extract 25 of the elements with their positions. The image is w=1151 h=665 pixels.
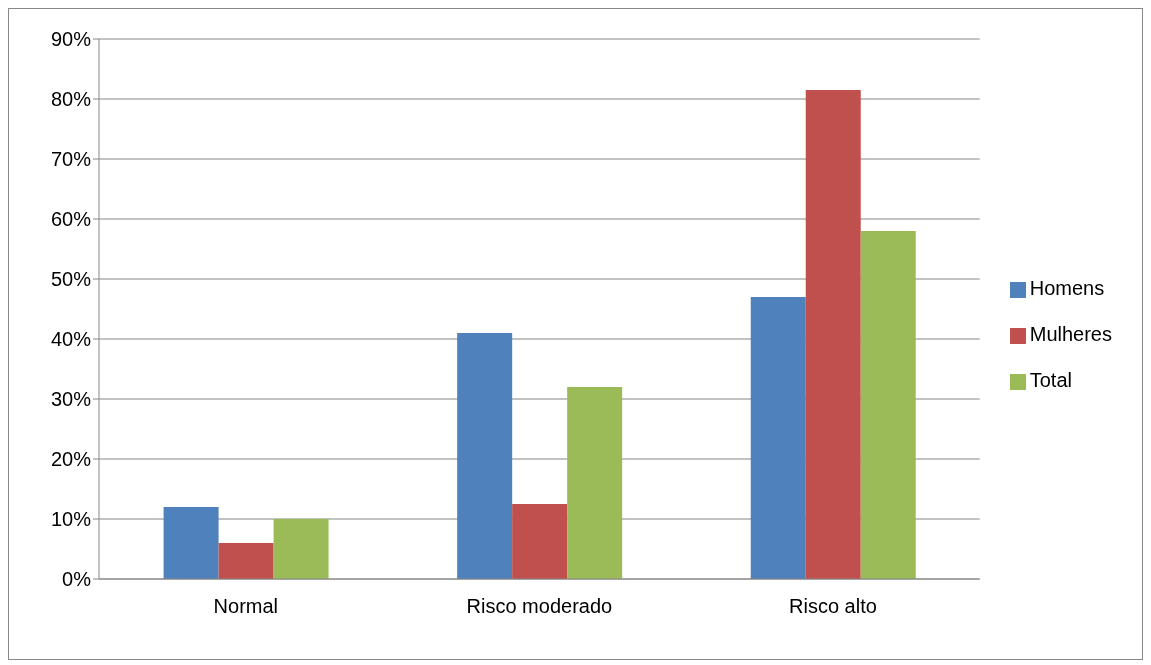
bar: [512, 504, 568, 579]
y-tick-label: 70%: [50, 148, 92, 171]
bar: [860, 231, 916, 579]
bar: [750, 297, 806, 579]
legend-label: Total: [1029, 369, 1072, 391]
x-tick-label: Normal: [213, 595, 279, 618]
bar: [273, 519, 329, 579]
bar: [457, 333, 513, 579]
y-tick-label: 20%: [50, 448, 92, 471]
y-tick-label: 60%: [50, 208, 92, 231]
y-tick-label: 40%: [50, 328, 92, 351]
y-tick-label: 30%: [50, 388, 92, 411]
bar: [567, 387, 623, 579]
legend-label: Mulheres: [1029, 323, 1112, 345]
legend-label: Homens: [1029, 277, 1105, 299]
bar: [218, 543, 274, 579]
y-tick-label: 10%: [50, 508, 92, 531]
y-tick-label: 80%: [50, 88, 92, 111]
bar: [805, 90, 861, 579]
y-tick-label: 0%: [62, 568, 92, 591]
y-tick-label: 50%: [50, 268, 92, 291]
x-tick-label: Risco moderado: [466, 595, 613, 618]
y-tick-label: 90%: [50, 28, 92, 51]
bar: [163, 507, 219, 579]
x-tick-label: Risco alto: [789, 595, 877, 618]
